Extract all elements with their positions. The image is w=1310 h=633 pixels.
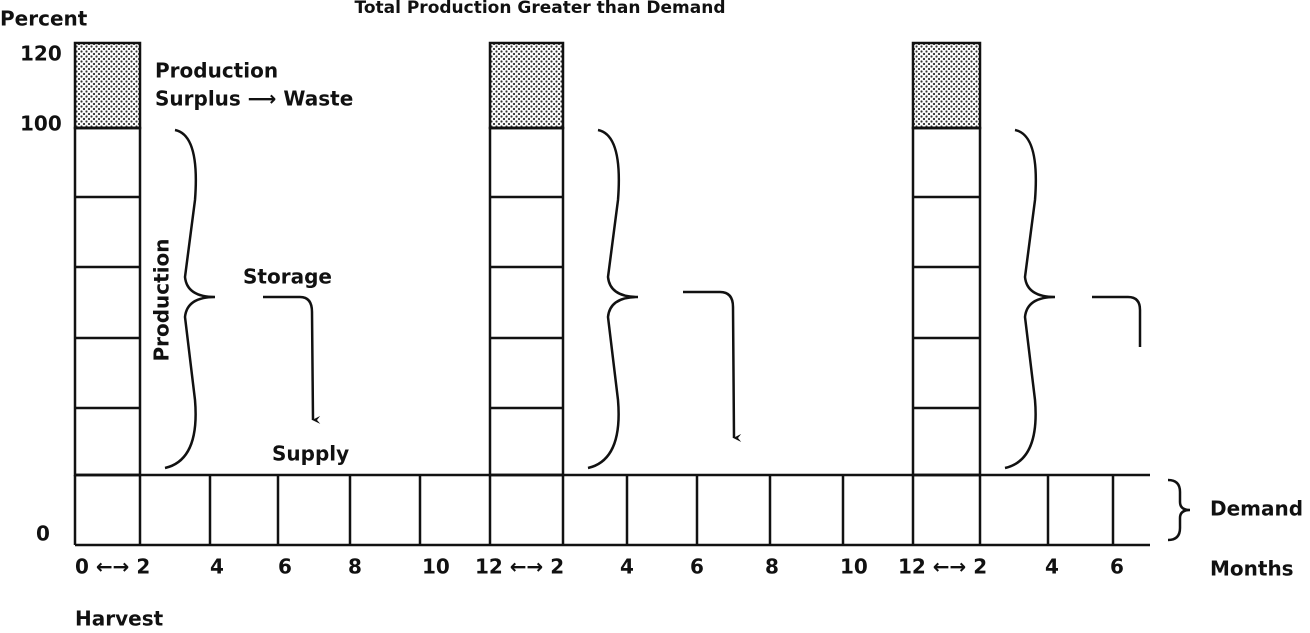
x-tick-label: 4 [210, 555, 224, 579]
x-tick-label: 4 [620, 555, 634, 579]
x-tick-label: 6 [278, 555, 292, 579]
demand-label: Demand [1210, 497, 1303, 521]
x-tick-label: 8 [765, 555, 779, 579]
surplus-label: Surplus ⟶ Waste [155, 87, 353, 111]
column [911, 126, 982, 477]
surplus-label: Production [155, 59, 278, 83]
y-tick-label: 100 [20, 112, 62, 136]
storage-arrow [263, 295, 321, 424]
x-tick-label: 10 [422, 555, 450, 579]
x-tick-label: 6 [690, 555, 704, 579]
harvest-label: Harvest [75, 607, 164, 631]
column [488, 126, 565, 477]
x-tick-label: 12 ←→ 2 [898, 555, 987, 579]
surplus-block [73, 41, 142, 130]
y-tick-label: 0 [36, 522, 50, 546]
storage-arrow [1092, 295, 1142, 347]
x-axis-label: Months [1210, 557, 1294, 581]
x-tick-label: 12 ←→ 2 [475, 555, 564, 579]
storage-label: Storage [243, 265, 332, 289]
x-tick-label: 6 [1110, 555, 1124, 579]
column [73, 126, 142, 477]
y-axis-label: Percent [0, 7, 88, 31]
production-brace [164, 128, 216, 470]
title: Total Production Greater than Demand [354, 0, 725, 18]
surplus-block [488, 41, 565, 130]
demand-brace [1167, 478, 1191, 542]
production-brace [587, 128, 639, 470]
production-brace [1004, 128, 1056, 470]
surplus-block [911, 41, 982, 130]
x-tick-label: 0 ←→ 2 [75, 555, 150, 579]
x-tick-label: 8 [348, 555, 362, 579]
x-tick-label: 10 [840, 555, 868, 579]
y-tick-label: 120 [20, 42, 62, 66]
supply-label: Supply [272, 442, 349, 466]
x-tick-label: 4 [1045, 555, 1059, 579]
storage-arrow [683, 290, 742, 442]
production-label: Production [150, 238, 174, 361]
